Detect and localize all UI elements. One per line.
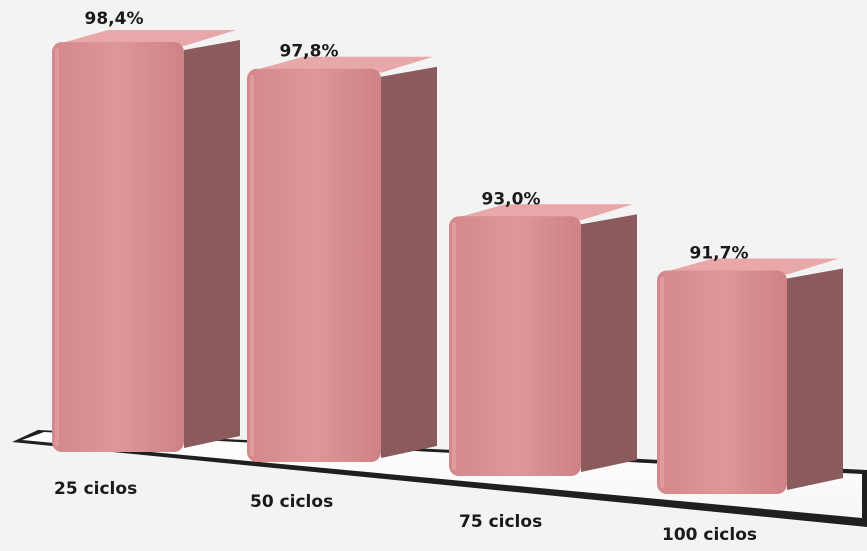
chart-floor xyxy=(12,430,867,527)
data-label: 91,7% xyxy=(690,243,749,263)
bars xyxy=(52,30,843,494)
x-tick-label: 100 ciclos xyxy=(662,525,757,545)
bar-highlight xyxy=(452,222,456,470)
bar-highlight xyxy=(660,276,664,488)
bar-front xyxy=(657,270,787,494)
bar-side xyxy=(381,66,437,458)
data-label: 97,8% xyxy=(280,42,339,62)
bar-side xyxy=(581,214,637,473)
bar xyxy=(449,204,637,477)
bar-front xyxy=(449,216,581,477)
bar xyxy=(657,258,843,494)
bar-side xyxy=(787,268,843,490)
bar xyxy=(52,30,240,452)
x-tick-label: 50 ciclos xyxy=(250,492,333,512)
bar-highlight xyxy=(55,48,59,446)
bar-side xyxy=(184,40,240,448)
floor-surface xyxy=(22,432,862,518)
value-labels: 98,4% 97,8% 93,0% 91,7% xyxy=(85,9,749,263)
data-label: 98,4% xyxy=(85,9,144,29)
x-tick-label: 25 ciclos xyxy=(54,479,137,499)
bar-front xyxy=(52,42,184,452)
bar-highlight xyxy=(250,74,254,456)
data-label: 93,0% xyxy=(482,189,541,209)
category-labels: 25 ciclos 50 ciclos 75 ciclos 100 ciclos xyxy=(54,479,757,545)
x-tick-label: 75 ciclos xyxy=(459,512,542,532)
bar xyxy=(247,56,437,462)
bar-front xyxy=(247,68,381,462)
